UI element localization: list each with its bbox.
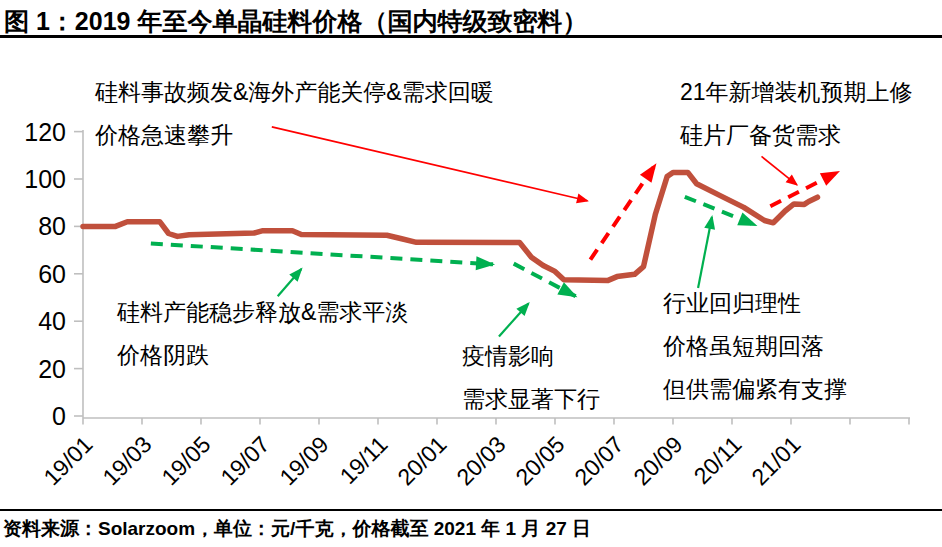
x-axis-tick-label: 19/09 (274, 431, 333, 490)
annotation-line: 价格急速攀升 (95, 114, 494, 157)
green-dashed-trend-arrow (151, 243, 493, 264)
x-axis-tick-label: 20/03 (451, 431, 510, 490)
source-note-bar: 资料来源：Solarzoom，单位：元/千克，价格截至 2021 年 1 月 2… (0, 509, 942, 542)
source-note: 资料来源：Solarzoom，单位：元/千克，价格截至 2021 年 1 月 2… (0, 511, 942, 542)
y-axis-tick-label: 60 (38, 260, 66, 288)
annotation-line: 价格阴跌 (117, 334, 408, 377)
x-axis-tick-label: 20/05 (510, 431, 569, 490)
x-axis-tick-label: 19/01 (38, 431, 97, 490)
red-dashed-trend-arrow (770, 172, 838, 206)
x-axis-tick-label: 19/11 (335, 431, 393, 489)
figure-page: 图 1：2019 年至今单晶硅料价格（国内特级致密料） 020406080100… (0, 0, 942, 547)
y-axis-tick-label: 100 (24, 165, 66, 193)
annotation-rational-return: 行业回归理性 价格虽短期回落 但供需偏紧有支撑 (663, 282, 847, 411)
x-axis-tick-label: 19/07 (215, 431, 274, 490)
annotation-line: 需求显著下行 (462, 378, 600, 421)
annotation-line: 疫情影响 (462, 335, 600, 378)
annotation-line: 硅料产能稳步释放&需求平淡 (117, 291, 408, 334)
annotation-line: 但供需偏紧有支撑 (663, 368, 847, 411)
red-callout-arrow (762, 156, 797, 184)
x-axis-tick-label: 20/07 (569, 431, 628, 490)
y-axis-tick-label: 120 (24, 118, 66, 146)
annotation-line: 21年新增装机预期上修 (680, 71, 913, 114)
annotation-2021-outlook: 21年新增装机预期上修 硅片厂备货需求 (680, 71, 913, 157)
annotation-line: 硅料事故频发&海外产能关停&需求回暖 (95, 71, 494, 114)
x-axis-tick-label: 20/11 (689, 431, 747, 489)
annotation-line: 硅片厂备货需求 (680, 114, 913, 157)
y-axis-tick-label: 0 (52, 402, 66, 430)
x-axis-tick-label: 20/01 (392, 431, 451, 490)
green-callout-arrow (499, 303, 529, 336)
annotation-price-surge: 硅料事故频发&海外产能关停&需求回暖 价格急速攀升 (95, 71, 494, 157)
y-axis-tick-label: 20 (38, 355, 66, 383)
x-axis-tick-label: 19/03 (97, 431, 156, 490)
annotation-line: 行业回归理性 (663, 282, 847, 325)
annotation-line: 价格虽短期回落 (663, 325, 847, 368)
y-axis-tick-label: 40 (38, 307, 66, 335)
green-callout-arrow (698, 217, 712, 288)
x-axis-tick-label: 20/09 (628, 431, 687, 490)
x-axis-tick-label: 19/05 (156, 431, 215, 490)
x-axis-tick-label: 21/01 (746, 431, 805, 490)
annotation-capacity-release: 硅料产能稳步释放&需求平淡 价格阴跌 (117, 291, 408, 377)
y-axis-tick-label: 80 (38, 212, 66, 240)
annotation-covid-impact: 疫情影响 需求显著下行 (462, 335, 600, 421)
price-line-series (83, 172, 818, 280)
